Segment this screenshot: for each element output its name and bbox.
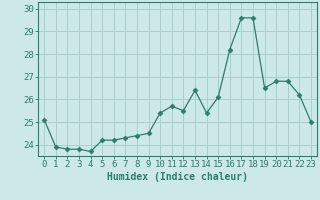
X-axis label: Humidex (Indice chaleur): Humidex (Indice chaleur) (107, 172, 248, 182)
